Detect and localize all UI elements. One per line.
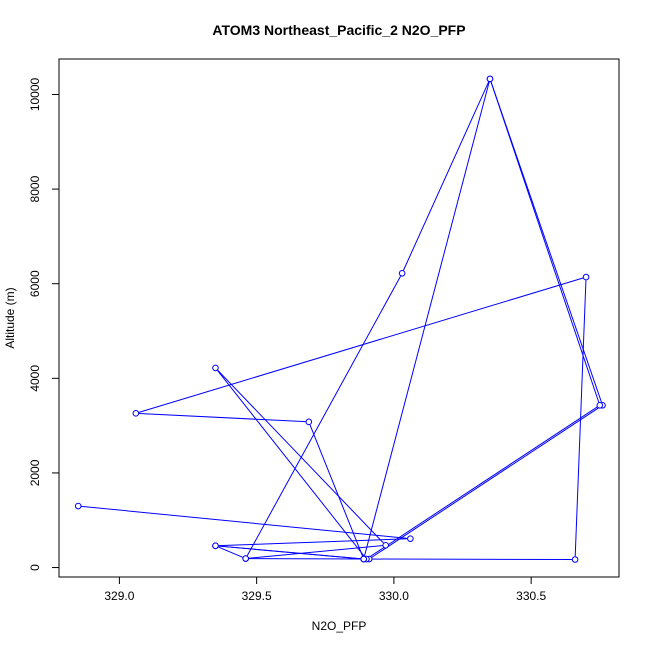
data-point xyxy=(74,502,82,510)
y-tick-label: 10000 xyxy=(28,77,42,111)
data-point xyxy=(212,364,219,372)
y-tick-label: 2000 xyxy=(28,459,42,486)
data-point xyxy=(596,401,604,409)
series-segment xyxy=(248,545,383,559)
series-segment xyxy=(402,81,490,271)
series-segment xyxy=(138,277,584,413)
series-segment xyxy=(574,280,587,557)
series-segment xyxy=(364,81,490,557)
data-point xyxy=(382,542,389,549)
series-segment xyxy=(368,406,598,558)
chart-title: ATOM3 Northeast_Pacific_2 N2O_PFP xyxy=(212,22,465,38)
data-point xyxy=(242,555,249,562)
series-segment xyxy=(81,505,408,539)
x-tick-label: 329.5 xyxy=(242,589,272,603)
series-segment xyxy=(309,424,363,557)
series-segment xyxy=(371,406,601,558)
data-point xyxy=(305,418,313,426)
series-segment xyxy=(218,545,361,560)
y-tick-label: 0 xyxy=(28,564,42,571)
x-tick-label: 329.0 xyxy=(104,589,134,603)
series-segment xyxy=(218,546,243,558)
y-tick-label: 6000 xyxy=(28,270,42,297)
series-segment xyxy=(490,81,600,403)
plot-frame xyxy=(58,58,620,578)
data-point xyxy=(582,273,590,281)
series-segment xyxy=(218,538,408,547)
y-axis: 0 2000 4000 6000 8000 10000 xyxy=(28,77,60,571)
y-tick-label: 4000 xyxy=(28,365,42,392)
data-point xyxy=(212,542,219,550)
y-tick-label: 8000 xyxy=(28,175,42,202)
series-segment xyxy=(217,370,365,557)
data-point xyxy=(407,535,414,542)
series-segment xyxy=(139,412,306,423)
series-segment xyxy=(246,275,402,556)
x-axis: 329.0 329.5 330.0 330.5 xyxy=(104,576,546,603)
series-layer xyxy=(74,75,606,563)
x-tick-label: 330.0 xyxy=(379,589,409,603)
x-tick-label: 330.5 xyxy=(516,589,546,603)
data-point xyxy=(398,269,406,277)
data-point xyxy=(132,410,140,417)
series-segment xyxy=(217,369,384,544)
x-axis-label: N2O_PFP xyxy=(312,619,367,633)
data-point xyxy=(486,75,494,83)
y-axis-label: Altitude (m) xyxy=(3,287,17,348)
data-point xyxy=(571,556,579,563)
data-point xyxy=(360,555,368,563)
